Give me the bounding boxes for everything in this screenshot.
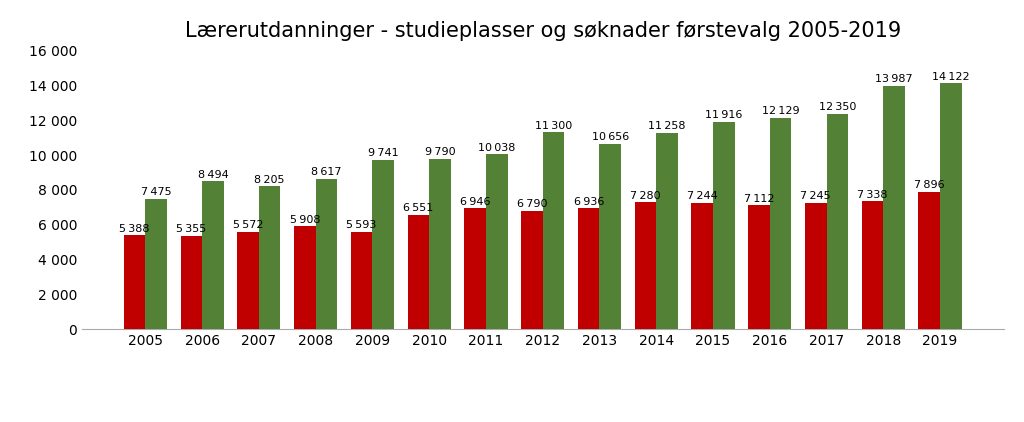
Text: 10 656: 10 656 xyxy=(592,132,629,142)
Bar xyxy=(315,179,337,329)
Bar xyxy=(826,114,848,329)
Text: 12 350: 12 350 xyxy=(818,103,856,112)
Text: 8 205: 8 205 xyxy=(254,175,285,184)
Bar xyxy=(749,206,770,329)
Text: 5 572: 5 572 xyxy=(232,220,263,230)
Text: 6 551: 6 551 xyxy=(403,203,433,214)
Bar xyxy=(635,203,656,329)
Bar xyxy=(805,203,826,329)
Text: 6 936: 6 936 xyxy=(573,197,604,207)
Text: 11 258: 11 258 xyxy=(648,122,686,131)
Bar xyxy=(578,208,599,329)
Text: 7 280: 7 280 xyxy=(630,191,660,201)
Bar xyxy=(294,226,315,329)
Text: 8 494: 8 494 xyxy=(198,170,228,179)
Text: 9 741: 9 741 xyxy=(368,148,398,158)
Bar xyxy=(770,118,792,329)
Text: 6 790: 6 790 xyxy=(517,199,547,209)
Bar xyxy=(543,133,564,329)
Text: 14 122: 14 122 xyxy=(932,72,970,81)
Bar xyxy=(940,83,962,329)
Text: 7 245: 7 245 xyxy=(801,191,831,201)
Text: 5 355: 5 355 xyxy=(176,224,207,234)
Text: 7 338: 7 338 xyxy=(857,189,888,200)
Text: 7 244: 7 244 xyxy=(687,191,718,201)
Text: 5 388: 5 388 xyxy=(120,224,150,234)
Bar xyxy=(145,199,167,329)
Text: 5 908: 5 908 xyxy=(290,214,321,225)
Bar xyxy=(486,154,508,329)
Bar xyxy=(919,192,940,329)
Text: 10 038: 10 038 xyxy=(478,143,515,153)
Bar xyxy=(408,215,429,329)
Bar xyxy=(713,122,734,329)
Text: 7 475: 7 475 xyxy=(141,187,171,197)
Text: 5 593: 5 593 xyxy=(346,220,377,230)
Bar xyxy=(599,143,621,329)
Bar xyxy=(429,159,451,329)
Bar xyxy=(202,181,223,329)
Bar xyxy=(351,232,373,329)
Text: 7 112: 7 112 xyxy=(743,194,774,204)
Bar xyxy=(259,187,281,329)
Text: 9 790: 9 790 xyxy=(425,147,456,157)
Bar xyxy=(373,160,394,329)
Bar xyxy=(124,235,145,329)
Text: 6 946: 6 946 xyxy=(460,197,490,206)
Bar xyxy=(862,201,884,329)
Bar xyxy=(180,236,202,329)
Text: 7 896: 7 896 xyxy=(914,180,944,190)
Text: 12 129: 12 129 xyxy=(762,106,800,116)
Bar xyxy=(465,208,486,329)
Bar xyxy=(884,86,905,329)
Text: 11 300: 11 300 xyxy=(535,121,572,131)
Text: 8 617: 8 617 xyxy=(311,168,342,177)
Bar xyxy=(656,133,678,329)
Title: Lærerutdanninger - studieplasser og søknader førstevalg 2005-2019: Lærerutdanninger - studieplasser og søkn… xyxy=(184,21,901,41)
Bar xyxy=(238,232,259,329)
Bar xyxy=(691,203,713,329)
Bar xyxy=(521,211,543,329)
Text: 13 987: 13 987 xyxy=(876,74,912,84)
Text: 11 916: 11 916 xyxy=(706,110,742,120)
